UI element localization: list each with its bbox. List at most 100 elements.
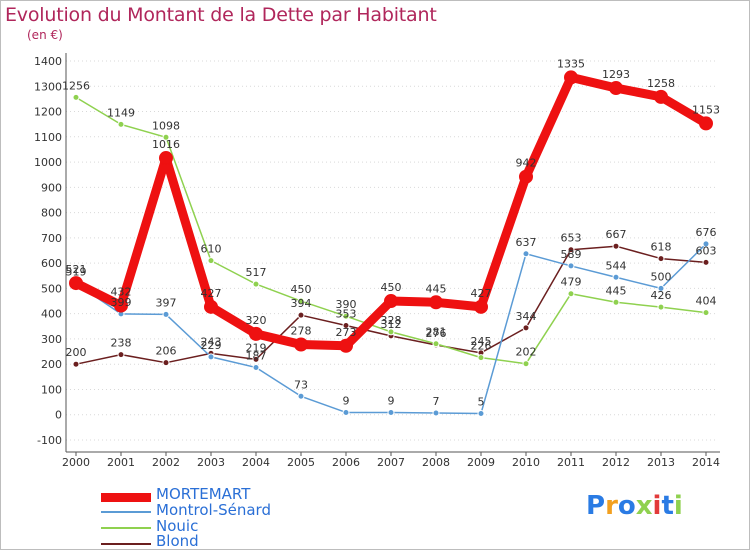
x-tick-label: 2014 xyxy=(692,456,720,469)
legend-line-blond xyxy=(101,543,151,545)
data-point xyxy=(162,133,170,141)
data-label: 312 xyxy=(381,318,402,331)
data-label: 238 xyxy=(111,337,132,350)
data-label: 1293 xyxy=(602,68,630,81)
data-point xyxy=(657,255,665,263)
data-label: 432 xyxy=(111,286,132,299)
data-label: 397 xyxy=(156,296,177,309)
data-label: 667 xyxy=(606,228,627,241)
legend-line-montrol-senard xyxy=(101,511,151,513)
data-point xyxy=(72,360,80,368)
legend-label-blond: Blond xyxy=(156,532,199,550)
data-point xyxy=(204,299,218,314)
data-label: 603 xyxy=(696,244,717,257)
data-point xyxy=(522,250,530,258)
data-point xyxy=(654,89,668,104)
logo-letter: x xyxy=(635,491,653,521)
data-point xyxy=(117,120,125,128)
data-label: 353 xyxy=(336,308,357,321)
data-label: 278 xyxy=(291,324,312,337)
data-point xyxy=(477,354,485,362)
data-label: 200 xyxy=(66,346,87,359)
legend-label-mortemart: MORTEMART xyxy=(156,485,251,503)
data-label: 9 xyxy=(388,394,395,407)
data-point xyxy=(612,298,620,306)
data-label: 521 xyxy=(66,263,87,276)
data-label: 427 xyxy=(471,287,492,300)
data-label: 202 xyxy=(516,346,537,359)
data-point xyxy=(342,408,350,416)
data-point xyxy=(249,326,263,341)
legend-line-mortemart xyxy=(101,493,151,502)
data-point xyxy=(522,360,530,368)
y-tick-label: 100 xyxy=(41,383,62,396)
x-tick-label: 2003 xyxy=(197,456,225,469)
data-label: 320 xyxy=(246,314,267,327)
x-tick-label: 2010 xyxy=(512,456,540,469)
y-tick-label: 200 xyxy=(41,358,62,371)
logo-letter: t xyxy=(661,491,674,521)
y-tick-label: 1100 xyxy=(34,131,62,144)
data-point xyxy=(159,151,173,166)
logo-letter: r xyxy=(605,491,618,521)
data-label: 500 xyxy=(651,270,672,283)
data-label: 1258 xyxy=(647,77,675,90)
data-point xyxy=(387,328,395,336)
data-label: 942 xyxy=(516,157,537,170)
data-label: 73 xyxy=(294,378,308,391)
data-point xyxy=(207,257,215,265)
y-tick-label: -100 xyxy=(37,434,62,447)
logo-letter: i xyxy=(673,491,683,521)
data-point xyxy=(387,408,395,416)
data-point xyxy=(339,338,353,353)
x-tick-label: 2009 xyxy=(467,456,495,469)
y-tick-label: 700 xyxy=(41,232,62,245)
data-label: 404 xyxy=(696,295,717,308)
x-tick-label: 2005 xyxy=(287,456,315,469)
data-label: 610 xyxy=(201,243,222,256)
y-tick-label: 1400 xyxy=(34,55,62,68)
data-point xyxy=(207,353,215,361)
data-point xyxy=(69,276,83,291)
y-tick-label: 500 xyxy=(41,282,62,295)
data-label: 676 xyxy=(696,226,717,239)
data-point xyxy=(297,311,305,319)
data-point xyxy=(567,262,575,270)
legend-line-nouic xyxy=(101,527,151,529)
logo-letter: i xyxy=(652,491,662,521)
data-label: 390 xyxy=(336,298,357,311)
x-tick-label: 2013 xyxy=(647,456,675,469)
data-point xyxy=(612,273,620,281)
data-label: 273 xyxy=(336,326,357,339)
data-label: 653 xyxy=(561,232,582,245)
data-point xyxy=(657,303,665,311)
x-tick-label: 2008 xyxy=(422,456,450,469)
data-point xyxy=(162,359,170,367)
data-point xyxy=(342,322,350,330)
data-label: 394 xyxy=(291,297,312,310)
data-label: 206 xyxy=(156,345,177,358)
data-label: 7 xyxy=(433,395,440,408)
data-label: 1335 xyxy=(557,57,585,70)
y-tick-label: 0 xyxy=(55,409,62,422)
data-label: 1016 xyxy=(152,138,180,151)
legend-label-nouic: Nouic xyxy=(156,517,199,535)
data-point xyxy=(297,297,305,305)
x-tick-label: 2012 xyxy=(602,456,630,469)
data-label: 226 xyxy=(471,340,492,353)
data-point xyxy=(384,294,398,309)
data-label: 243 xyxy=(201,335,222,348)
chart-title: Evolution du Montant de la Dette par Hab… xyxy=(5,4,437,26)
data-point xyxy=(114,298,128,313)
data-label: 276 xyxy=(426,327,447,340)
data-point xyxy=(432,409,440,417)
logo-letter: o xyxy=(617,491,636,521)
data-label: 450 xyxy=(381,281,402,294)
data-label: 544 xyxy=(606,259,627,272)
data-point xyxy=(702,240,710,248)
data-point xyxy=(609,81,623,96)
data-label: 519 xyxy=(66,266,87,279)
data-point xyxy=(72,93,80,101)
data-label: 450 xyxy=(291,283,312,296)
data-label: 187 xyxy=(246,349,267,362)
